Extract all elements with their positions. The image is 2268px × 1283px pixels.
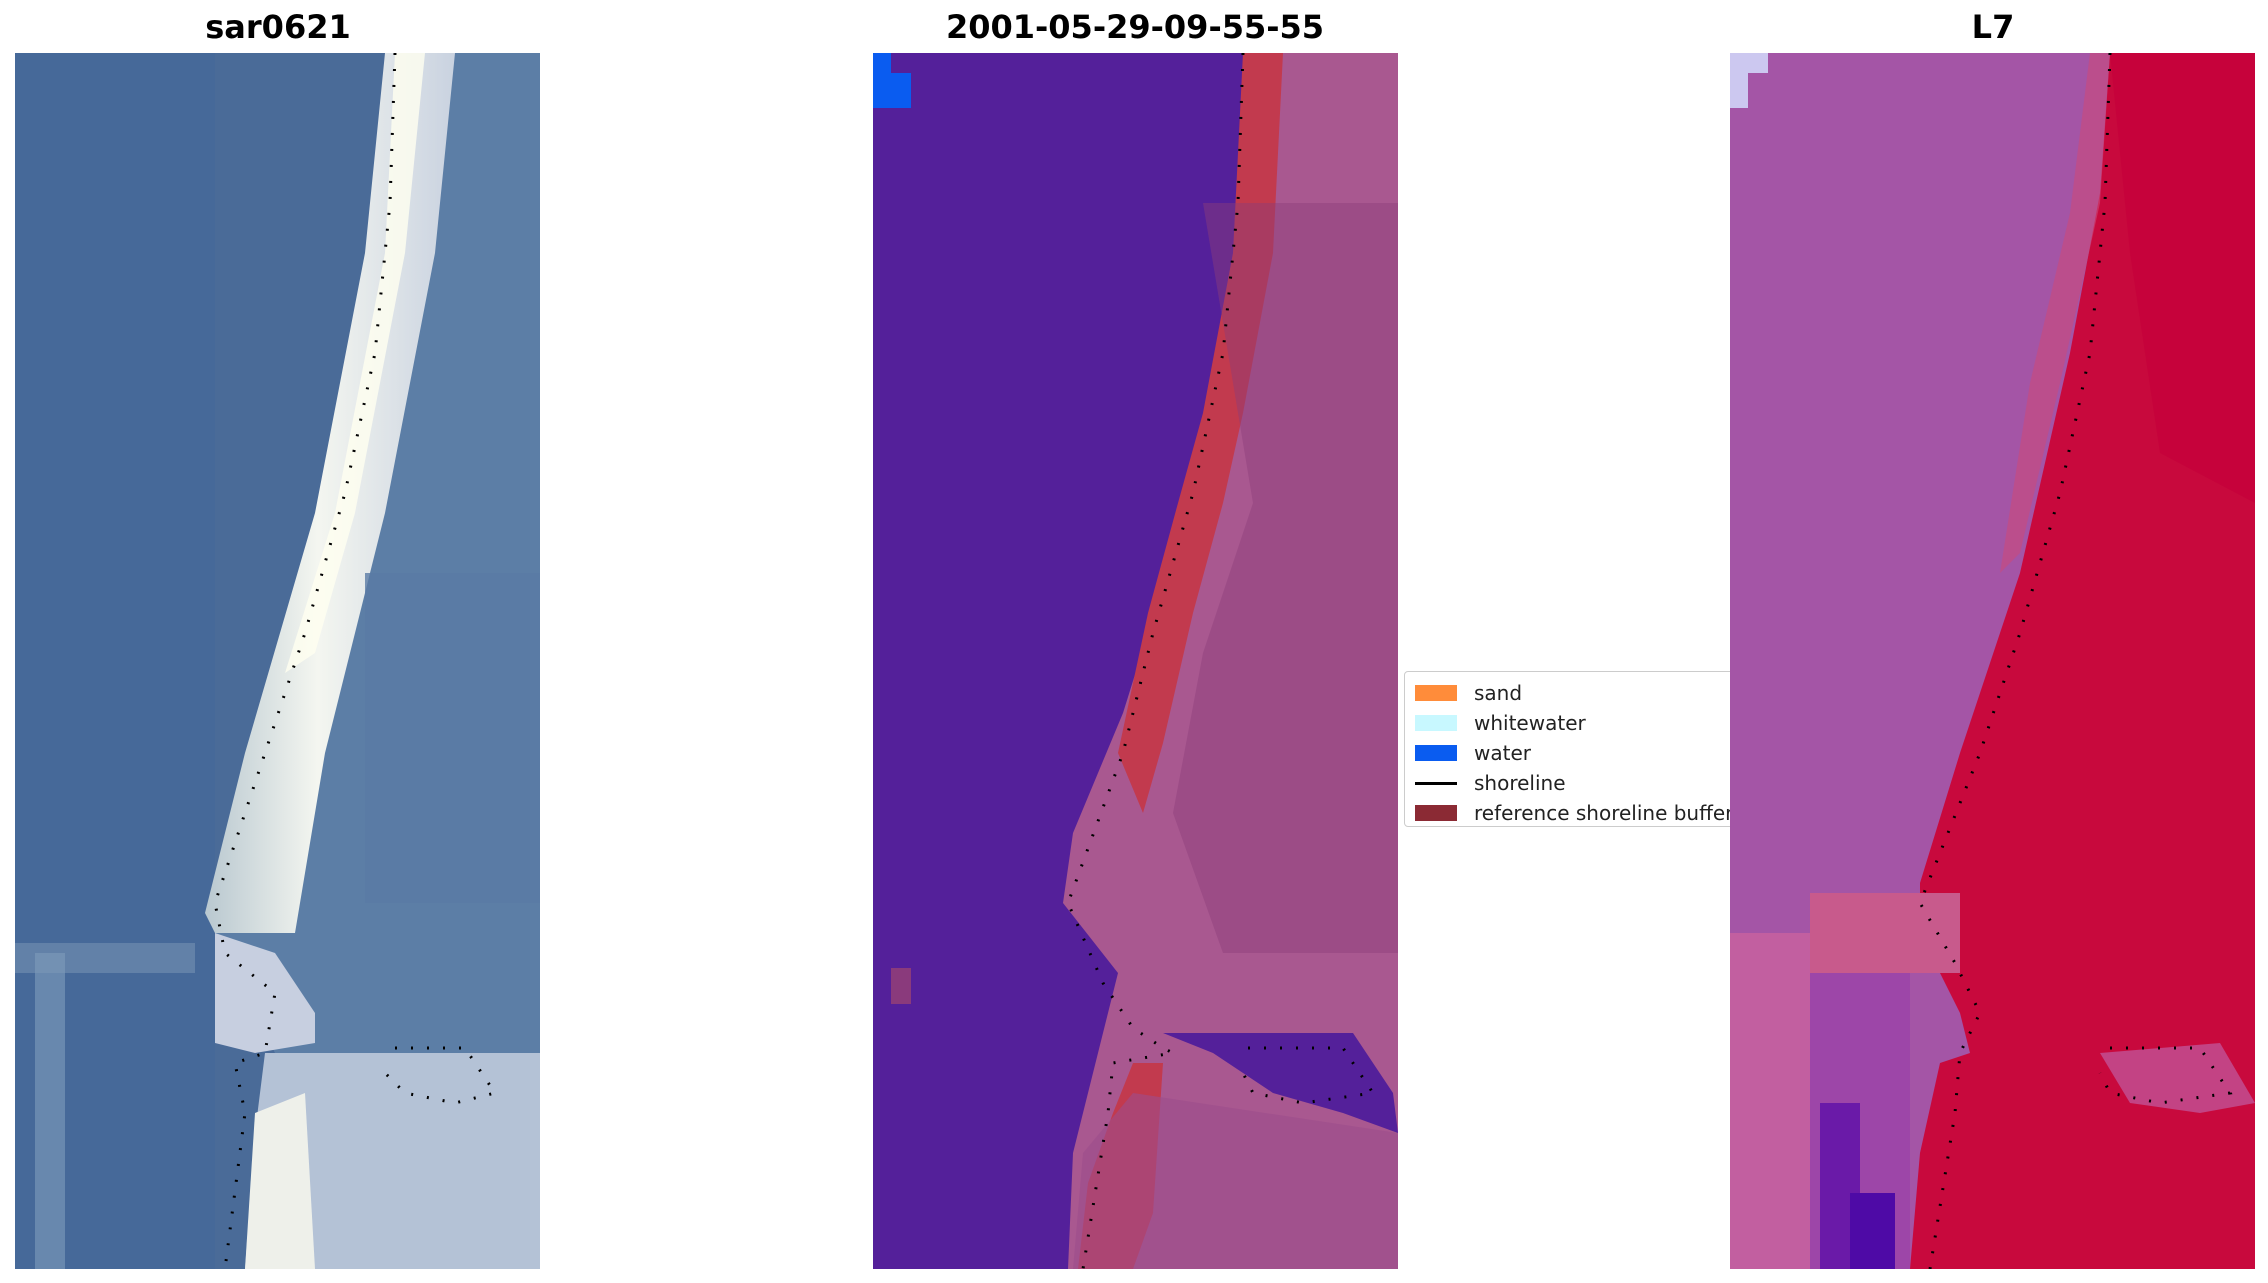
legend-label-sand: sand bbox=[1474, 681, 1523, 705]
shoreline-trace-3 bbox=[1918, 53, 2112, 1269]
legend-item-buffer: reference shoreline buffer bbox=[1415, 800, 1733, 826]
shoreline-line-icon bbox=[1415, 781, 1457, 785]
index-image bbox=[1730, 53, 2255, 1269]
legend: sand whitewater water shoreline referenc… bbox=[1404, 671, 1784, 827]
legend-item-whitewater: whitewater bbox=[1415, 710, 1586, 736]
panel-title-3: L7 bbox=[1971, 8, 2015, 46]
legend-item-water: water bbox=[1415, 740, 1531, 766]
classification-image bbox=[873, 53, 1398, 1269]
legend-label-water: water bbox=[1474, 741, 1531, 765]
panel-title-2: 2001-05-29-09-55-55 bbox=[945, 8, 1325, 46]
whitewater-swatch-icon bbox=[1415, 715, 1457, 731]
legend-label-whitewater: whitewater bbox=[1474, 711, 1586, 735]
classification-panel bbox=[873, 53, 1398, 1269]
rgb-image bbox=[15, 53, 540, 1269]
legend-item-sand: sand bbox=[1415, 680, 1522, 706]
water-swatch-icon bbox=[1415, 745, 1457, 761]
legend-label-buffer: reference shoreline buffer bbox=[1474, 801, 1734, 825]
sand-swatch-icon bbox=[1415, 685, 1457, 701]
legend-item-shoreline: shoreline bbox=[1415, 770, 1566, 796]
panel-title-1: sar0621 bbox=[205, 8, 351, 46]
rgb-image-panel bbox=[15, 53, 540, 1269]
legend-label-shoreline: shoreline bbox=[1474, 771, 1566, 795]
index-panel bbox=[1730, 53, 2255, 1269]
buffer-swatch-icon bbox=[1415, 805, 1457, 821]
